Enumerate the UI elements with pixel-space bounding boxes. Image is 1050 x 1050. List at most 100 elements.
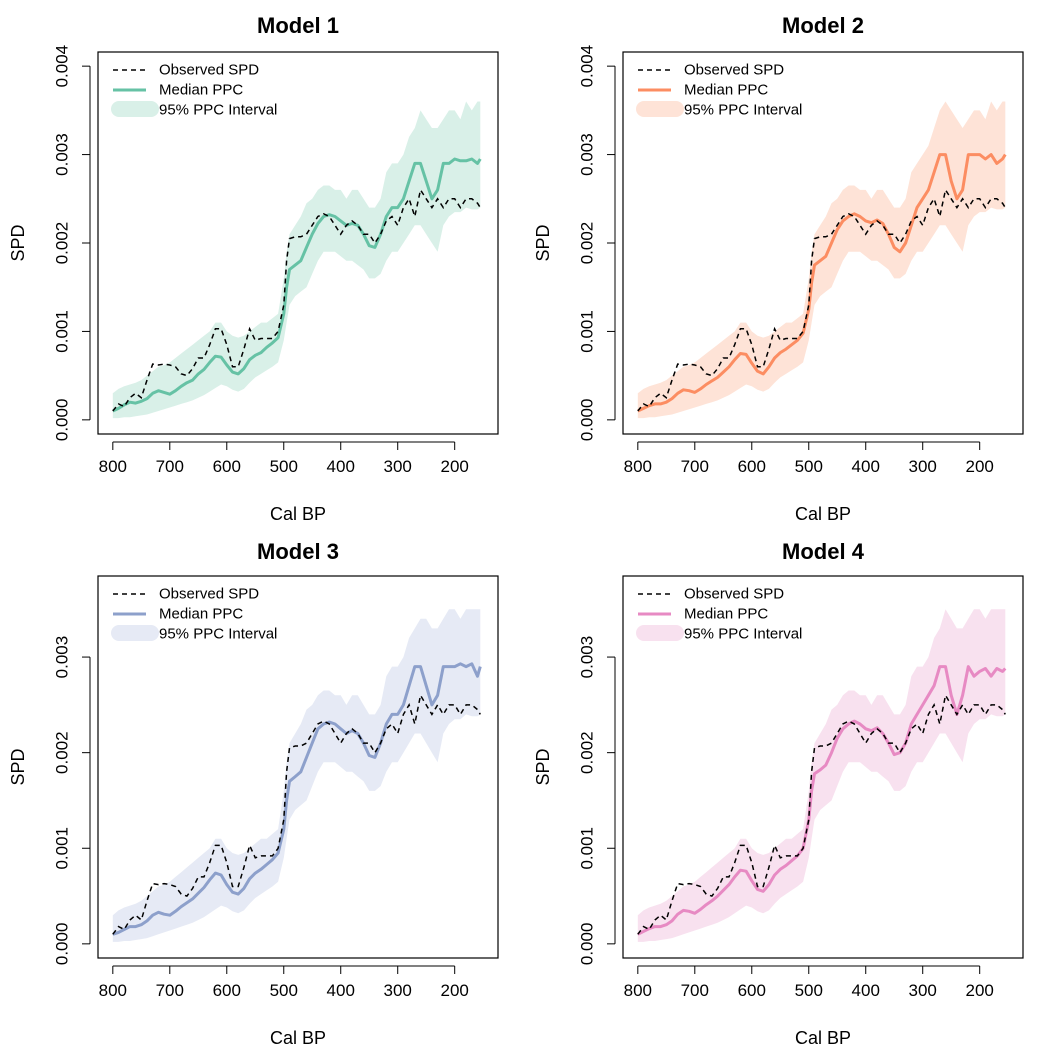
median-ppc-line xyxy=(112,662,482,936)
observed-spd-line xyxy=(112,187,481,412)
legend: Observed SPD Median PPC 95% PPC Interval xyxy=(111,586,277,643)
legend-key-interval xyxy=(111,625,159,641)
x-tick-label: 700 xyxy=(156,981,184,1000)
x-axis-label: Cal BP xyxy=(795,1028,851,1048)
x-axis-label: Cal BP xyxy=(270,504,326,524)
panel-3: Model 3 800 700 600 500 400 300 200 Cal BP 0.000 0… xyxy=(8,539,499,1048)
plot-frame xyxy=(622,51,1024,435)
panel-title: Model 1 xyxy=(257,13,339,38)
legend-entry: 95% PPC Interval xyxy=(159,102,277,119)
x-tick-label: 800 xyxy=(624,981,652,1000)
legend-key-interval xyxy=(636,625,684,641)
y-tick-label: 0.004 xyxy=(53,45,72,88)
y-tick-label: 0.003 xyxy=(578,133,597,176)
x-tick-label: 600 xyxy=(738,981,766,1000)
legend: Observed SPD Median PPC 95% PPC Interval xyxy=(636,62,802,119)
legend: Observed SPD Median PPC 95% PPC Interval xyxy=(111,62,277,119)
y-tick-label: 0.000 xyxy=(53,399,72,442)
panel-4: Model 4 800 700 600 500 400 300 200 Cal BP 0.000 0… xyxy=(533,539,1024,1048)
x-tick-label: 800 xyxy=(99,981,127,1000)
panel-title: Model 3 xyxy=(257,539,339,564)
y-tick-label: 0.003 xyxy=(53,133,72,176)
legend-entry: Median PPC xyxy=(684,606,768,623)
y-tick-label: 0.003 xyxy=(578,636,597,679)
observed-spd-line xyxy=(112,693,481,935)
x-tick-label: 300 xyxy=(909,457,937,476)
ppc-interval-band xyxy=(637,609,1006,942)
legend-entry: Median PPC xyxy=(684,82,768,99)
legend-entry: Observed SPD xyxy=(684,586,784,603)
plot-area xyxy=(637,609,1007,942)
x-tick-label: 200 xyxy=(441,981,469,1000)
x-tick-label: 600 xyxy=(213,457,241,476)
legend-entry: Observed SPD xyxy=(159,586,259,603)
plot-area xyxy=(112,101,482,419)
x-axis-label: Cal BP xyxy=(270,1028,326,1048)
legend-entry: Observed SPD xyxy=(684,62,784,79)
y-tick-label: 0.001 xyxy=(578,827,597,870)
x-tick-label: 300 xyxy=(384,981,412,1000)
x-axis-label: Cal BP xyxy=(795,504,851,524)
panel-2: Model 2 800 700 600 500 400 300 200 Cal BP 0.000 0… xyxy=(533,13,1024,524)
x-tick-label: 400 xyxy=(852,457,880,476)
y-tick-label: 0.000 xyxy=(578,923,597,966)
y-tick-label: 0.002 xyxy=(53,731,72,774)
x-tick-label: 400 xyxy=(327,981,355,1000)
x-tick-label: 300 xyxy=(909,981,937,1000)
y-axis-label: SPD xyxy=(8,748,28,785)
y-tick-label: 0.002 xyxy=(578,731,597,774)
y-axis-label: SPD xyxy=(8,224,28,261)
median-ppc-line xyxy=(637,153,1007,413)
legend-key-interval xyxy=(636,101,684,117)
legend-entry: 95% PPC Interval xyxy=(684,626,802,643)
x-tick-label: 400 xyxy=(852,981,880,1000)
panel-title: Model 4 xyxy=(782,539,865,564)
x-tick-label: 200 xyxy=(966,981,994,1000)
x-tick-label: 200 xyxy=(441,457,469,476)
y-axis-label: SPD xyxy=(533,748,553,785)
plot-area xyxy=(637,101,1007,419)
x-tick-label: 400 xyxy=(327,457,355,476)
ppc-interval-band xyxy=(112,101,481,419)
plot-frame xyxy=(97,51,499,435)
y-tick-label: 0.000 xyxy=(578,399,597,442)
legend-key-interval xyxy=(111,101,159,117)
legend: Observed SPD Median PPC 95% PPC Interval xyxy=(636,586,802,643)
legend-entry: 95% PPC Interval xyxy=(684,102,802,119)
median-ppc-line xyxy=(637,665,1007,936)
observed-spd-line xyxy=(637,693,1006,935)
x-tick-label: 500 xyxy=(795,457,823,476)
y-tick-label: 0.000 xyxy=(53,923,72,966)
y-tick-label: 0.002 xyxy=(578,222,597,265)
x-tick-label: 300 xyxy=(384,457,412,476)
plot-frame xyxy=(622,575,1024,959)
median-ppc-line xyxy=(112,157,482,413)
y-tick-label: 0.001 xyxy=(578,310,597,353)
x-tick-label: 700 xyxy=(156,457,184,476)
x-tick-label: 200 xyxy=(966,457,994,476)
x-tick-label: 800 xyxy=(624,457,652,476)
y-tick-label: 0.001 xyxy=(53,827,72,870)
x-tick-label: 700 xyxy=(681,457,709,476)
x-tick-label: 700 xyxy=(681,981,709,1000)
legend-entry: Median PPC xyxy=(159,606,243,623)
panel-1: Model 1 800 700 600 500 400 300 200 Cal BP 0.000 0… xyxy=(8,13,499,524)
x-tick-label: 500 xyxy=(270,981,298,1000)
x-tick-label: 600 xyxy=(738,457,766,476)
legend-entry: Observed SPD xyxy=(159,62,259,79)
legend-entry: 95% PPC Interval xyxy=(159,626,277,643)
y-axis-label: SPD xyxy=(533,224,553,261)
y-tick-label: 0.004 xyxy=(578,45,597,88)
x-tick-label: 800 xyxy=(99,457,127,476)
x-tick-label: 600 xyxy=(213,981,241,1000)
x-tick-label: 500 xyxy=(795,981,823,1000)
y-tick-label: 0.002 xyxy=(53,222,72,265)
y-tick-label: 0.001 xyxy=(53,310,72,353)
panel-title: Model 2 xyxy=(782,13,864,38)
plot-frame xyxy=(97,575,499,959)
y-tick-label: 0.003 xyxy=(53,636,72,679)
legend-entry: Median PPC xyxy=(159,82,243,99)
plot-area xyxy=(112,609,482,942)
